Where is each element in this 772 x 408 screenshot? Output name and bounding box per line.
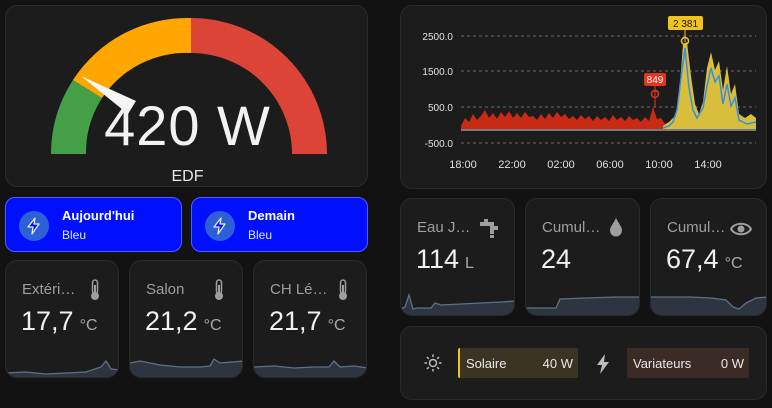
x-tick-label: 06:00 <box>596 159 624 171</box>
sensor-value: 17,7 °C <box>21 306 98 336</box>
sensor-card-eau[interactable]: Eau J… 114 L <box>400 198 515 316</box>
sensor-name: Extéri… <box>22 281 76 298</box>
lightning-icon <box>205 211 235 241</box>
annotation-marker <box>650 89 660 99</box>
tile-tomorrow-subtitle: Bleu <box>248 228 273 242</box>
sensor-value: 24 <box>541 244 572 274</box>
x-tick-label: 18:00 <box>449 159 477 171</box>
water-tap-icon <box>480 219 498 238</box>
gauge-segment-red <box>191 18 327 154</box>
gauge-segment-orange <box>73 17 191 99</box>
gauge-name: EDF <box>171 168 204 185</box>
tile-tomorrow[interactable]: Demain Bleu <box>191 197 368 252</box>
sensor-name: Cumul… <box>667 219 726 236</box>
y-tick-label: 1500.0 <box>422 67 453 78</box>
thermometer-icon <box>215 279 223 300</box>
series-blue-line <box>662 47 757 129</box>
gauge-needle <box>81 76 136 114</box>
sensor-card-cumul-2[interactable]: Cumul… 67,4 °C <box>650 198 767 316</box>
tile-today-title: Aujourd'hui <box>62 208 135 223</box>
annotation-label: 2 381 <box>673 19 698 30</box>
sparkline <box>401 292 514 315</box>
sensor-card-exterieur[interactable]: Extéri… 17,7 °C <box>5 260 119 378</box>
annotation-badge <box>668 16 703 30</box>
annotation-marker <box>680 36 690 46</box>
power-history-chart[interactable]: 2500.0 1500.0 500.0 -500.0 849 2 381 18:… <box>400 5 767 189</box>
x-tick-label: 02:00 <box>547 159 575 171</box>
sensor-value: 21,7 °C <box>269 306 346 336</box>
tile-today[interactable]: Aujourd'hui Bleu <box>5 197 182 252</box>
dimmers-label: Variateurs <box>633 356 692 371</box>
water-drop-icon <box>610 218 622 237</box>
sensor-value: 67,4 °C <box>666 244 743 274</box>
gauge-segment-green <box>51 80 102 154</box>
y-tick-label: -500.0 <box>425 139 454 150</box>
eye-icon <box>730 222 752 236</box>
solar-power-bar[interactable]: Solaire 40 W <box>458 348 578 378</box>
sensor-value: 114 L <box>416 244 474 274</box>
sensor-value: 21,2 °C <box>145 306 222 336</box>
sparkline <box>6 359 118 377</box>
power-distribution-card[interactable]: Solaire 40 W Variateurs 0 W <box>400 326 767 400</box>
solar-label: Solaire <box>466 356 507 371</box>
sun-icon <box>424 354 442 372</box>
sparkline <box>651 296 766 315</box>
solar-value: 40 W <box>542 356 573 371</box>
annotation-label: 849 <box>647 75 664 86</box>
y-tick-label: 2500.0 <box>422 32 453 43</box>
sensor-name: Salon <box>146 281 185 298</box>
x-tick-label: 22:00 <box>498 159 526 171</box>
gauge-value: 420 W <box>104 94 271 157</box>
x-tick-label: 10:00 <box>645 159 673 171</box>
series-yellow-area <box>663 42 756 130</box>
power-gauge-card[interactable]: 420 W EDF <box>5 5 368 187</box>
y-tick-label: 500.0 <box>428 103 453 114</box>
annotation-badge <box>644 73 666 86</box>
sparkline <box>526 296 639 315</box>
sensor-name: CH Lé… <box>270 281 328 298</box>
thermometer-icon <box>339 279 347 300</box>
sensor-card-salon[interactable]: Salon 21,2 °C <box>129 260 243 378</box>
sparkline <box>254 360 366 377</box>
sensor-card-ch-leo[interactable]: CH Lé… 21,7 °C <box>253 260 367 378</box>
sensor-card-cumul-1[interactable]: Cumul… 24 <box>525 198 640 316</box>
sensor-name: Eau J… <box>417 219 471 236</box>
lightning-icon <box>19 211 49 241</box>
gauge-graphic <box>51 17 327 154</box>
dimmers-power-bar[interactable]: Variateurs 0 W <box>627 348 749 378</box>
tile-today-subtitle: Bleu <box>62 228 87 242</box>
history-chart-svg: 2500.0 1500.0 500.0 -500.0 849 2 381 18:… <box>422 16 757 171</box>
x-tick-label: 14:00 <box>694 159 722 171</box>
sparkline <box>130 358 242 377</box>
thermometer-icon <box>91 279 99 300</box>
lightning-icon <box>597 354 609 374</box>
sensor-name: Cumul… <box>542 219 601 236</box>
dimmers-value: 0 W <box>720 356 744 371</box>
tile-tomorrow-title: Demain <box>248 208 295 223</box>
